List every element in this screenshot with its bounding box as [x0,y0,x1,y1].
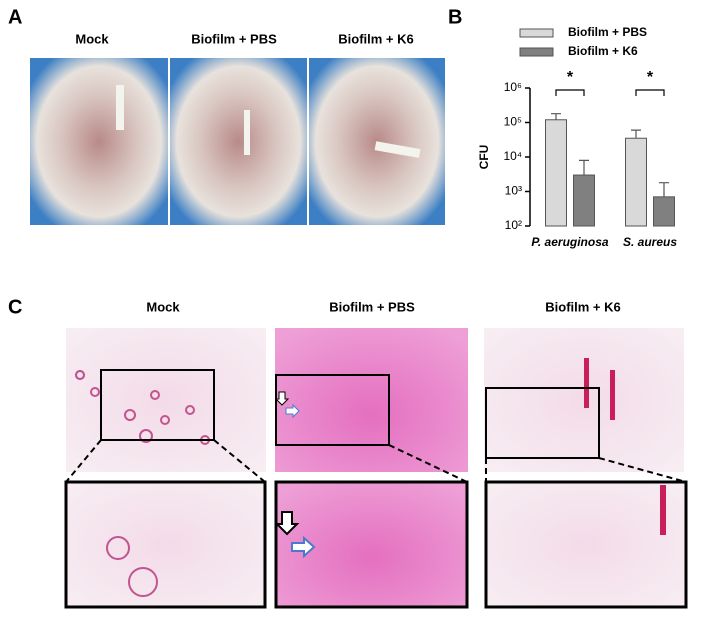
caption: Biofilm + K6 [338,31,414,46]
y-tick-label: 10² [505,218,522,232]
bar [573,174,595,227]
bar [625,137,647,227]
caption: Mock [146,299,180,314]
significance-mark: * [647,69,654,86]
panel-label: A [8,6,22,28]
y-tick-label: 10⁴ [503,149,522,163]
panel-label: C [8,296,22,318]
photos [30,58,445,225]
caption: Biofilm + PBS [329,299,415,314]
error-bar [551,113,561,120]
significance-bracket [555,89,585,96]
legend-swatch [519,47,554,57]
caption: Mock [75,31,109,46]
x-tick-label: P. aeruginosa [531,235,608,249]
y-axis-label: CFU [477,145,491,170]
bar [653,196,675,227]
y-tick-label: 10⁵ [504,115,522,129]
caption: Biofilm + K6 [545,299,621,314]
histology [64,328,688,609]
x-tick-label: S. aureus [623,235,677,249]
caption: Biofilm + PBS [191,31,277,46]
y-tick-label: 10³ [505,184,522,198]
legend-label: Biofilm + PBS [568,25,647,39]
legend-swatch [519,28,554,38]
significance-bracket [635,89,665,96]
error-bar [579,159,589,176]
panel-label: B [448,6,462,28]
legend-label: Biofilm + K6 [568,44,638,58]
error-bar [659,182,669,197]
error-bar [631,129,641,139]
significance-mark: * [567,69,574,86]
bar [545,119,567,227]
y-tick-label: 10⁶ [504,80,522,94]
